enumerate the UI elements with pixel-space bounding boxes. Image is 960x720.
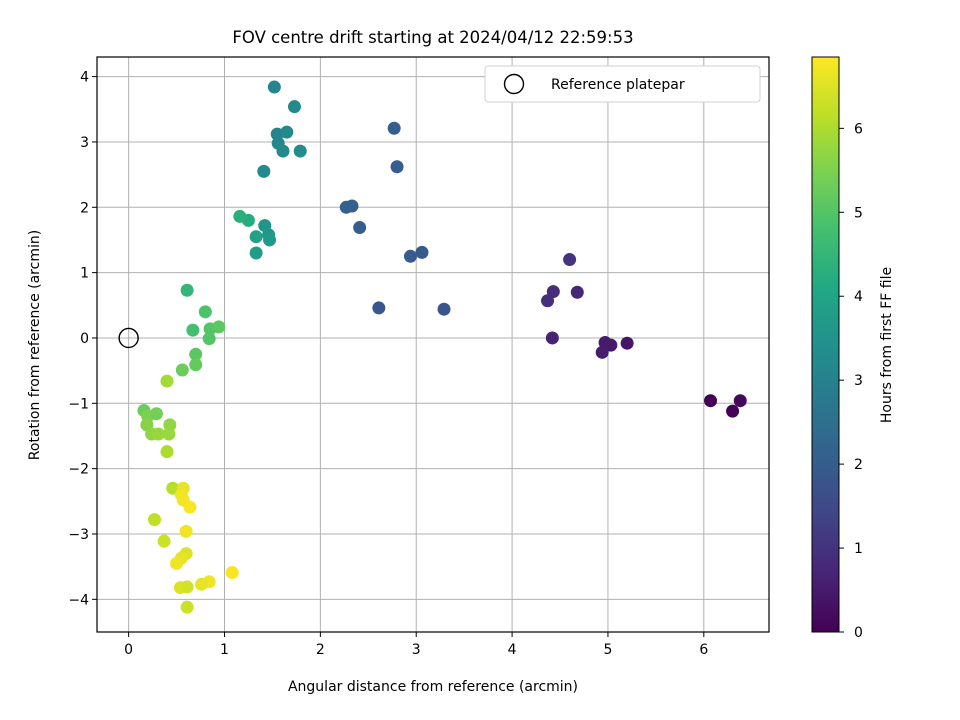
y-tick-label: −2 <box>68 462 89 478</box>
legend-marker-icon <box>503 73 525 95</box>
colorbar: 0 1 2 3 4 5 6 Hours from first FF file <box>811 56 895 641</box>
data-point <box>249 246 263 260</box>
y-tick-label: −3 <box>68 527 89 543</box>
data-point <box>415 245 429 259</box>
data-point <box>598 336 612 350</box>
data-point <box>198 305 212 319</box>
data-point <box>149 407 163 421</box>
colorbar-tick-label: 4 <box>854 289 863 305</box>
data-point <box>225 566 239 580</box>
data-points <box>137 80 747 614</box>
y-tick-label: −4 <box>68 592 89 608</box>
colorbar-tick-label: 2 <box>854 457 863 473</box>
colorbar-tick-label: 3 <box>854 373 863 389</box>
data-point <box>353 221 367 235</box>
x-tick-label: 4 <box>508 642 517 658</box>
data-point <box>372 301 386 315</box>
data-point <box>183 500 197 514</box>
x-tick-label: 6 <box>699 642 708 658</box>
data-point <box>726 404 740 418</box>
data-point <box>175 363 189 377</box>
data-point <box>276 144 290 158</box>
reference-marker <box>118 327 139 349</box>
colorbar-tick-label: 5 <box>854 205 863 221</box>
gridlines <box>97 57 769 632</box>
x-tick-label: 0 <box>124 642 133 658</box>
data-point <box>189 347 203 361</box>
colorbar-ticks: 0 1 2 3 4 5 6 <box>839 121 863 641</box>
data-point <box>180 580 194 594</box>
y-tick-label: 2 <box>80 200 89 216</box>
x-tick-label: 5 <box>603 642 612 658</box>
legend-box <box>484 65 761 103</box>
data-point <box>545 331 559 345</box>
x-tick-label: 2 <box>316 642 325 658</box>
data-point <box>563 253 577 267</box>
y-tick-label: 4 <box>80 70 89 86</box>
data-point <box>570 285 584 299</box>
x-tick-label: 3 <box>412 642 421 658</box>
x-tick-label: 1 <box>220 642 229 658</box>
data-point <box>170 556 184 570</box>
data-point <box>249 230 263 244</box>
data-point <box>267 80 281 94</box>
colorbar-tick-label: 0 <box>854 625 863 641</box>
data-point <box>212 320 226 334</box>
data-point <box>194 577 208 591</box>
data-point <box>403 249 417 263</box>
data-point <box>390 160 404 174</box>
colorbar-tick-label: 6 <box>854 121 863 137</box>
data-point <box>620 336 634 350</box>
data-point <box>437 302 451 316</box>
data-point <box>186 323 200 337</box>
y-axis-ticks: −4 −3 −2 −1 0 1 2 3 4 <box>68 70 97 608</box>
data-point <box>160 445 174 459</box>
data-point <box>293 144 307 158</box>
data-point <box>162 427 176 441</box>
y-axis-label: Rotation from reference (arcmin) <box>27 230 43 460</box>
x-axis-label: Angular distance from reference (arcmin) <box>288 679 578 695</box>
data-point <box>189 358 203 372</box>
colorbar-label: Hours from first FF file <box>879 267 895 423</box>
data-point <box>287 100 301 114</box>
data-point <box>257 164 271 178</box>
x-axis-ticks: 0 1 2 3 4 5 6 <box>124 632 708 658</box>
data-point <box>148 513 162 527</box>
data-point <box>541 294 555 308</box>
data-point <box>157 534 171 548</box>
data-point <box>151 427 165 441</box>
data-point <box>160 374 174 388</box>
reference-marker-group <box>118 327 139 349</box>
legend: Reference platepar <box>484 65 761 103</box>
y-tick-label: −1 <box>68 396 89 412</box>
y-tick-label: 1 <box>80 266 89 282</box>
y-tick-label: 0 <box>80 331 89 347</box>
data-point <box>202 332 216 346</box>
y-tick-label: 3 <box>80 135 89 151</box>
data-point <box>180 283 194 297</box>
data-point <box>595 345 609 359</box>
data-point <box>733 394 747 408</box>
legend-label: Reference platepar <box>551 77 685 93</box>
data-point <box>233 209 247 223</box>
colorbar-tick-label: 1 <box>854 541 863 557</box>
data-point <box>280 125 294 139</box>
data-point <box>704 394 718 408</box>
data-point <box>263 233 277 247</box>
plot-frame <box>96 56 770 633</box>
data-point <box>180 600 194 614</box>
data-point <box>339 200 353 214</box>
colorbar-gradient <box>811 56 840 633</box>
data-point <box>387 121 401 135</box>
data-point <box>179 524 193 538</box>
chart-title: FOV centre drift starting at 2024/04/12 … <box>232 28 633 47</box>
